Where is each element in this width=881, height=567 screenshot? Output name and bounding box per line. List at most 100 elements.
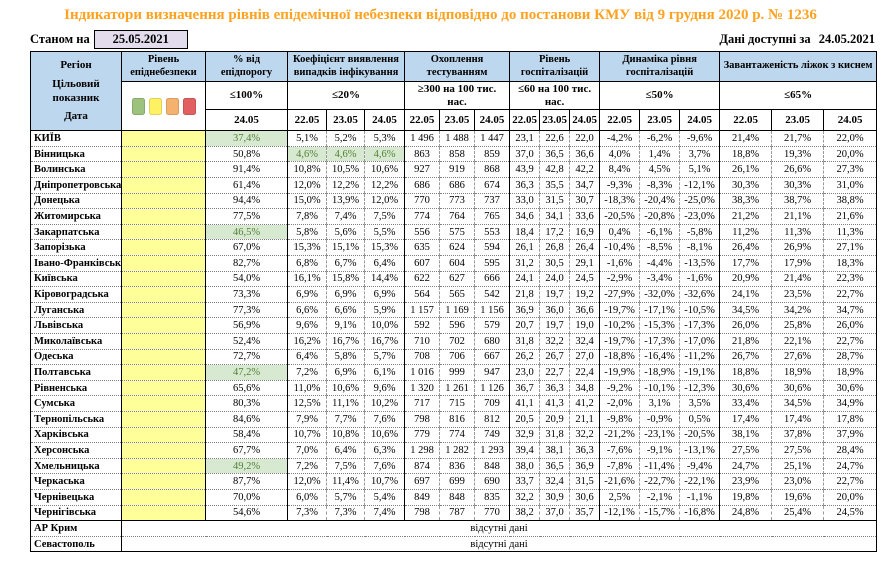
value-cell: 23,0 [509,364,540,381]
value-cell: 18,8% [719,145,772,162]
value-cell: 706 [439,348,475,365]
value-cell: 774 [439,426,475,443]
value-cell: 38,7% [771,192,824,209]
value-cell: 19,2 [569,286,600,303]
value-cell: 29,1 [569,255,600,272]
value-cell: 28,7% [823,348,877,365]
value-cell: 10,8% [287,161,327,178]
value-cell: 70,0% [205,488,288,506]
value-cell: 36,6 [569,301,600,318]
group-header-oxygen-beds: Завантаженість ліжок з киснем [719,51,878,82]
value-cell: 34,9% [823,395,877,412]
value-cell: 858 [439,145,475,162]
value-cell: 35,5 [539,177,570,194]
risk-level-cell [121,177,206,194]
value-cell: 3,1% [639,395,680,412]
value-cell: 1 496 [404,130,440,147]
value-cell: 34,5% [719,301,772,318]
value-cell: 36,9 [569,457,600,474]
value-cell: 14,4% [363,270,405,287]
value-cell: 7,4% [326,208,365,225]
value-cell: 19,6% [771,488,824,506]
value-cell: 12,0% [287,177,327,194]
region-name-cell: Житомирська [30,208,122,225]
value-cell: -12,1% [599,504,640,521]
value-cell: 24,1 [509,270,540,287]
value-cell: 564 [404,286,440,303]
region-name-cell: Севастополь [30,535,122,552]
indicators-table: Регіон Цільовий показник Дата Рівень епі… [30,50,878,553]
region-name-cell: Одеська [30,348,122,365]
value-cell: 10,7% [287,426,327,443]
value-cell: 874 [404,457,440,474]
value-cell: -19,9% [599,364,640,381]
value-cell: 18,9% [823,364,877,381]
value-cell: 868 [474,161,510,178]
value-cell: 58,4% [205,426,288,443]
risk-level-cell [121,333,206,350]
value-cell: 773 [439,192,475,209]
value-cell: 4,6% [363,145,405,162]
value-cell: 11,0% [287,379,327,396]
table-row: Чернігівська 54,6% 7,3% 7,3% 7,4% 798 787 770 38… [30,504,877,521]
value-cell: 848 [439,488,475,506]
value-cell: 4,0% [599,145,640,162]
value-cell: 30,7 [569,192,600,209]
value-cell: 36,3 [509,177,540,194]
value-cell: 1 157 [404,301,440,318]
date-cell: 22.05 [719,109,773,132]
value-cell: 7,3% [326,504,365,521]
value-cell: 22,7 [539,364,570,381]
value-cell: 6,9% [287,286,327,303]
value-cell: 1 282 [439,442,475,459]
table-row: Івано-Франківська 82,7% 6,8% 6,7% 6,4% 607 604… [30,255,877,272]
risk-level-cell [121,395,206,412]
value-cell: 21,8% [719,333,772,350]
region-name-cell: Херсонська [30,442,122,459]
value-cell: 36,7 [509,379,540,396]
value-cell: 18,4 [509,223,540,240]
value-cell: 699 [439,473,475,490]
value-cell: 7,9% [287,410,327,428]
value-cell: 77,3% [205,301,288,318]
value-cell: 779 [404,426,440,443]
value-cell: 36,3 [569,442,600,459]
value-cell: 25,8% [771,317,824,334]
region-name-cell: Рівненська [30,379,122,396]
value-cell: 24,7% [719,457,772,474]
table-row: Дніпропетровська 61,4% 12,0% 12,2% 12,2% 686 6… [30,177,877,194]
value-cell: 32,4 [539,473,570,490]
value-cell: -27,9% [599,286,640,303]
value-cell: 596 [439,317,475,334]
value-cell: 41,2 [569,395,600,412]
group-header-hospitalization-level: Рівень госпіталізацій [509,51,601,82]
value-cell: -8,5% [639,239,680,256]
value-cell: 34,5% [771,395,824,412]
table-header: Регіон Цільовий показник Дата Рівень епі… [30,50,878,132]
risk-level-cell [121,379,206,396]
red-level-icon [182,97,196,115]
value-cell: -6,1% [639,223,680,240]
risk-level-cell [121,473,206,490]
value-cell: 7,2% [287,457,327,474]
value-cell: 42,2 [569,161,600,178]
value-cell: 34,7% [823,301,877,318]
value-cell: 10,6% [363,161,405,178]
value-cell: 38,2 [509,504,540,521]
region-name-cell: Тернопільська [30,410,122,428]
value-cell: 1 293 [474,442,510,459]
value-cell: 27,5% [719,442,772,459]
value-cell: 11,4% [326,473,365,490]
value-cell: 22,0 [569,130,600,147]
value-cell: -9,1% [639,442,680,459]
value-cell: 36,5 [539,145,570,162]
value-cell: 607 [404,255,440,272]
value-cell: 72,7% [205,348,288,365]
value-cell: 6,9% [363,286,405,303]
table-row: Сумська 80,3% 12,5% 11,1% 10,2% 717 715 709 41,1… [30,395,877,412]
value-cell: 12,0% [363,192,405,209]
value-cell: 798 [404,410,440,428]
value-cell: 635 [404,239,440,256]
value-cell: 770 [474,504,510,521]
target-detection-coef: ≤20% [286,80,406,111]
